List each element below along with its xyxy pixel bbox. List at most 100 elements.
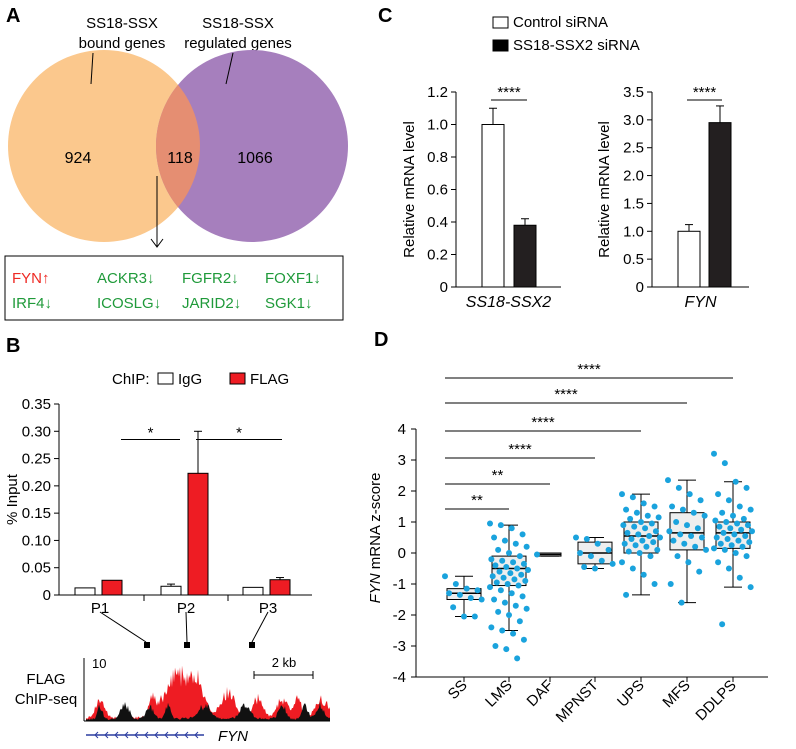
data-point: [488, 556, 495, 563]
data-point: [732, 550, 739, 556]
data-point: [678, 599, 685, 606]
data-point: [619, 491, 625, 498]
legend-label-control: Control siRNA: [513, 14, 608, 31]
track-signal-background: [86, 701, 330, 721]
panel-label-c: C: [378, 5, 392, 27]
y-tick-label: 0.05: [22, 560, 51, 577]
data-point: [725, 565, 732, 572]
data-point: [738, 526, 745, 533]
bar-control: [677, 230, 701, 288]
x-tick-label-daf: DAF: [524, 677, 557, 710]
chart-c-ss18-ssx2: 0 0.2 0.4 0.6 0.8 1.0 1.2 Relative mRNA level **…: [401, 84, 561, 311]
data-point: [744, 522, 751, 529]
data-point: [624, 529, 631, 536]
data-point: [730, 512, 736, 519]
data-point: [643, 543, 650, 550]
data-point: [731, 531, 738, 538]
data-point: [478, 596, 485, 603]
significance-label: ****: [693, 84, 717, 101]
data-point: [723, 519, 730, 525]
data-point: [697, 497, 704, 504]
comparison-label: ****: [508, 441, 532, 458]
venn-left-pointer: [90, 52, 94, 85]
data-point: [743, 553, 750, 560]
data-point: [651, 503, 658, 510]
panel-label-d: D: [374, 329, 388, 351]
data-point: [647, 553, 654, 560]
data-point: [631, 523, 638, 530]
scale-bar-label: 2 kb: [272, 655, 297, 670]
y-tick-label: 0.4: [427, 214, 448, 231]
data-point: [446, 590, 453, 597]
x-tick-label-mpnst: MPNST: [553, 677, 602, 726]
y-tick-label: 1: [398, 514, 406, 531]
panel-d: D FYN mRNA z-score -4 -3 -2 -1 0 1 2 3 4 SS LMS DAF…: [367, 329, 768, 726]
data-point: [628, 536, 635, 543]
data-point: [669, 503, 676, 510]
legend-swatch-flag: [229, 372, 246, 385]
data-point: [534, 551, 540, 558]
data-point: [681, 540, 688, 547]
data-point: [635, 531, 642, 538]
bar-igg-p2: [160, 585, 182, 596]
bar-flag-p1: [101, 579, 123, 596]
gene-direction-arrow: [124, 731, 129, 739]
data-point: [503, 646, 510, 653]
data-point: [442, 573, 448, 580]
venn-arrow-head: [150, 238, 164, 248]
data-point: [489, 573, 496, 580]
gene-irf4: IRF4↓: [12, 295, 52, 312]
data-point: [583, 536, 590, 543]
y-tick-label: 0.20: [22, 478, 51, 495]
data-point: [727, 525, 734, 532]
data-point: [736, 503, 743, 510]
data-point: [644, 512, 651, 519]
y-tick-label: 0.30: [22, 423, 51, 440]
y-tick-label: 1.5: [623, 195, 644, 212]
y-tick-label: 0.8: [427, 149, 448, 166]
data-point: [642, 525, 649, 532]
data-point: [467, 594, 474, 601]
y-tick-label: 2: [398, 483, 406, 500]
y-tick-label: 1.0: [427, 117, 448, 134]
data-point: [508, 525, 515, 532]
data-point: [703, 546, 709, 553]
bar-control: [481, 124, 505, 288]
data-point: [670, 537, 677, 544]
y-tick-label: 0.6: [427, 182, 448, 199]
region-marker-p2: [184, 642, 190, 648]
bar-knockdown: [708, 122, 732, 288]
data-point: [724, 536, 731, 543]
data-point: [493, 579, 500, 586]
data-point: [497, 587, 504, 594]
gene-direction-arrow: [134, 731, 139, 739]
data-point: [712, 517, 719, 524]
data-point: [598, 557, 605, 564]
y-tick-label: 2.0: [623, 168, 644, 185]
data-point: [515, 582, 522, 589]
data-point: [749, 528, 755, 535]
data-point: [507, 570, 514, 577]
data-point: [639, 537, 646, 544]
gene-direction-arrow: [194, 731, 199, 739]
data-point: [518, 571, 525, 578]
data-point: [501, 599, 508, 606]
data-point: [520, 560, 527, 567]
data-point: [497, 522, 504, 529]
panel-label-b: B: [6, 335, 20, 357]
data-point: [743, 484, 750, 491]
y-axis-label: % Input: [4, 473, 21, 525]
significance-label: ****: [497, 84, 521, 101]
legend-swatch-control: [492, 16, 509, 29]
y-tick-label: 0.2: [427, 247, 448, 264]
comparison-label: ****: [554, 386, 578, 403]
data-point: [496, 568, 503, 575]
data-point: [673, 519, 680, 525]
track-label-2: ChIP-seq: [15, 691, 78, 708]
data-point: [577, 550, 584, 556]
bar-flag-p3: [269, 579, 291, 596]
data-point: [652, 528, 659, 535]
data-point: [487, 520, 493, 527]
y-tick-label: -2: [393, 607, 406, 624]
y-tick-label: 2.5: [623, 140, 644, 157]
